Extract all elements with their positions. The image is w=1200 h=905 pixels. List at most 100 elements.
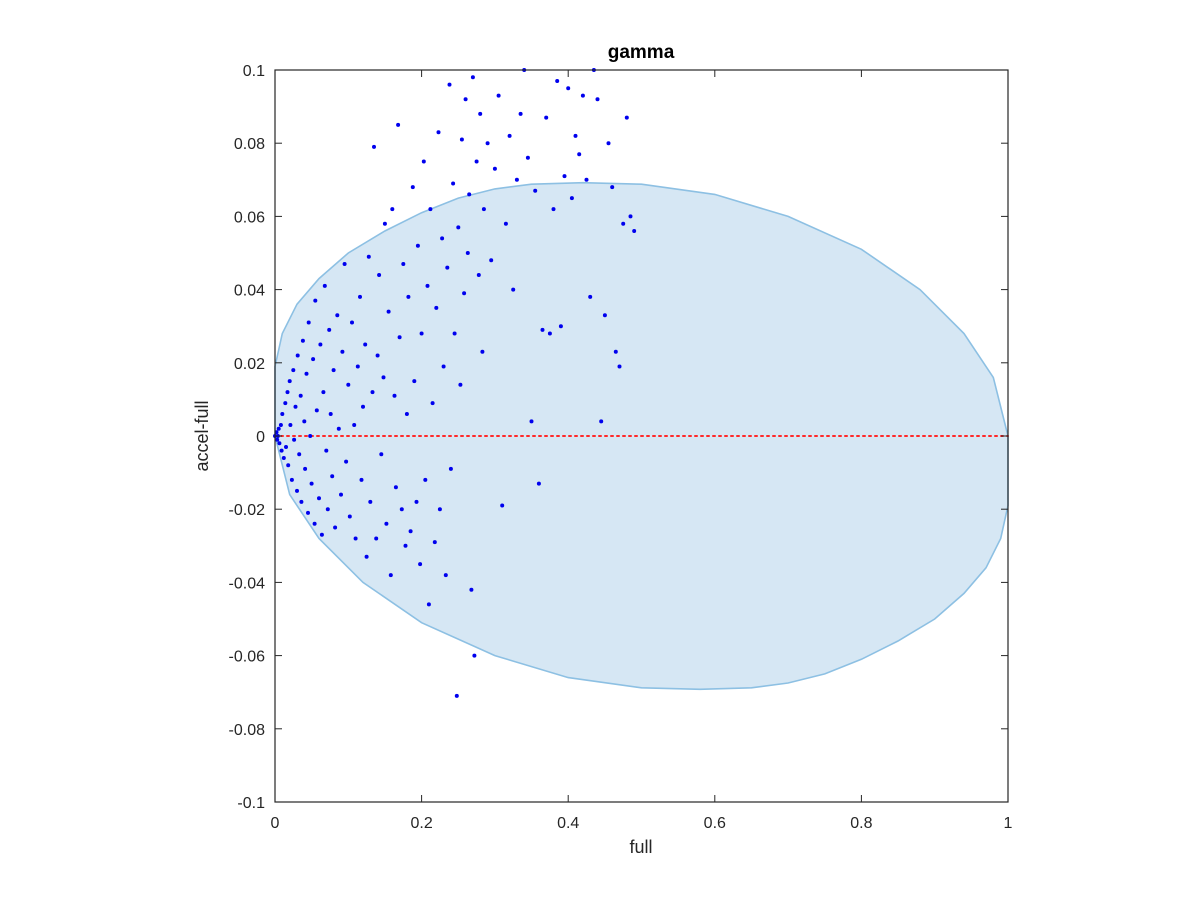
chart-title: gamma (608, 42, 675, 63)
scatter-point (321, 390, 326, 395)
scatter-point (577, 152, 582, 157)
scatter-point (476, 273, 481, 277)
scatter-point (469, 587, 474, 592)
scatter-point (298, 393, 303, 398)
scatter-point (617, 364, 622, 369)
scatter-point (507, 133, 512, 138)
scatter-point (330, 474, 335, 479)
scatter-point (544, 115, 549, 120)
scatter-point (621, 221, 626, 226)
scatter-point (555, 79, 560, 83)
scatter-point (333, 525, 338, 530)
scatter-point (311, 357, 316, 362)
scatter-point (432, 540, 437, 545)
x-tick-label: 0.6 (704, 815, 726, 832)
scatter-point (342, 262, 347, 266)
scatter-point (525, 155, 530, 160)
scatter-point (314, 408, 319, 413)
x-tick-label: 0.4 (557, 815, 579, 832)
scatter-point (425, 283, 430, 288)
scatter-point (467, 192, 472, 197)
y-tick-label: 0.02 (234, 356, 265, 373)
scatter-point (599, 419, 604, 424)
scatter-point (283, 401, 288, 406)
y-axis-label: accel-full (192, 400, 212, 471)
scatter-point (322, 283, 327, 288)
x-tick-label: 1 (1004, 815, 1013, 832)
scatter-point (324, 448, 329, 453)
scatter-point (393, 485, 398, 490)
scatter-point (281, 456, 286, 460)
scatter-point (566, 86, 571, 91)
scatter-point (285, 390, 290, 395)
scatter-point (503, 221, 508, 226)
scatter-point (275, 437, 280, 442)
scatter-point (414, 499, 419, 504)
scatter-point (500, 503, 505, 508)
scatter-point (353, 536, 358, 541)
scatter-point (350, 320, 354, 325)
scatter-point (361, 404, 365, 409)
scatter-point (386, 309, 391, 314)
scatter-point (381, 375, 386, 380)
scatter-point (318, 342, 323, 347)
scatter-point (317, 496, 321, 501)
y-tick-label: -0.08 (229, 722, 266, 739)
scatter-point (421, 159, 426, 164)
y-tick-label: -0.06 (229, 649, 266, 666)
scatter-point (396, 122, 401, 127)
y-tick-label: -0.04 (229, 575, 266, 592)
scatter-point (352, 423, 357, 427)
scatter-point (480, 349, 485, 354)
scatter-point (459, 137, 464, 142)
scatter-point (496, 93, 501, 98)
scatter-point (344, 459, 349, 464)
scatter-point (445, 265, 450, 270)
scatter-point (306, 320, 311, 325)
scatter-point (440, 236, 445, 241)
scatter-point (406, 294, 411, 299)
scatter-point (278, 423, 283, 427)
scatter-point (309, 481, 314, 486)
scatter-point (284, 445, 288, 449)
scatter-point (595, 97, 600, 102)
scatter-point (434, 305, 439, 310)
scatter-point (562, 174, 567, 179)
scatter-point (547, 331, 552, 336)
scatter-point (632, 229, 637, 233)
scatter-point (492, 166, 497, 171)
y-tick-label: -0.02 (229, 502, 266, 519)
scatter-point (472, 653, 477, 658)
y-tick-label: 0.1 (243, 63, 265, 80)
scatter-point (419, 331, 424, 336)
scatter-point (430, 401, 435, 406)
scatter-point (465, 251, 470, 255)
scatter-point (368, 499, 373, 504)
scatter-point (441, 364, 446, 369)
scatter-point (372, 144, 376, 149)
scatter-point (628, 214, 633, 219)
scatter-point (336, 426, 341, 431)
scatter-point (481, 207, 486, 212)
scatter-point (292, 437, 297, 442)
scatter-point (408, 529, 413, 534)
scatter-point (302, 419, 307, 424)
scatter-point (370, 390, 375, 395)
scatter-point (454, 693, 459, 698)
x-tick-label: 0 (271, 815, 280, 832)
scatter-point (390, 207, 395, 212)
scatter-point (313, 298, 318, 303)
scatter-point (423, 477, 428, 482)
y-tick-label: 0.06 (234, 209, 265, 226)
scatter-point (288, 423, 293, 427)
scatter-point (304, 371, 309, 376)
scatter-point (287, 379, 292, 384)
scatter-point (478, 111, 483, 116)
scatter-point (540, 327, 545, 332)
scatter-point (514, 177, 519, 182)
scatter-point (363, 342, 368, 347)
scatter-point (613, 349, 618, 354)
y-tick-label: -0.1 (237, 795, 265, 812)
scatter-point (319, 532, 324, 537)
